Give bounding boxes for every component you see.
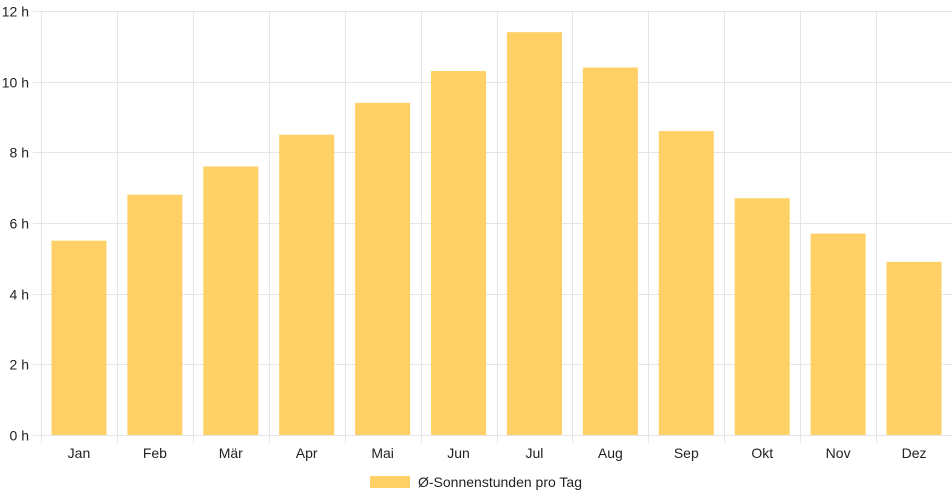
y-tick-label: 6 h [10,216,29,232]
bar-Mai [355,102,411,435]
x-tick-label: Dez [902,445,927,461]
bar-Sep [658,131,714,435]
x-tick-label: Sep [674,445,699,461]
bar-Dez [886,261,942,435]
x-tick-label: Mai [371,445,394,461]
legend: Ø-Sonnenstunden pro Tag [0,470,952,494]
grid-lines [33,11,952,443]
legend-swatch [370,476,410,488]
bar-Jan [51,240,107,435]
bar-Nov [810,233,866,435]
bar-Feb [127,194,183,435]
x-axis-ticks: Jan Feb Mär Apr Mai Jun Jul Aug Sep Okt Nov Dez [68,445,927,461]
x-tick-label: Jun [447,445,470,461]
bar-Apr [279,134,335,435]
x-tick-label: Apr [296,445,318,461]
x-tick-label: Aug [598,445,623,461]
x-tick-label: Feb [143,445,167,461]
y-tick-label: 2 h [10,357,29,373]
bar-Aug [582,67,638,436]
x-tick-label: Okt [751,445,773,461]
x-tick-label: Nov [826,445,851,461]
y-tick-label: 4 h [10,287,29,303]
bar-Mär [203,166,259,435]
x-tick-label: Jan [68,445,91,461]
bars [51,32,942,436]
sunshine-bar-chart: 0 h2 h4 h6 h8 h10 h12 h Jan Feb Mär Apr Mai J… [2,4,952,461]
bar-Jul [506,32,562,435]
bar-Okt [734,198,790,435]
y-tick-label: 8 h [10,145,29,161]
x-tick-label: Jul [526,445,544,461]
legend-label: Ø-Sonnenstunden pro Tag [418,474,582,490]
y-tick-label: 0 h [10,428,29,444]
y-axis-ticks: 0 h 2 h 4 h 6 h 8 h 10 h 12 h [2,4,29,444]
y-tick-label: 10 h [2,75,29,91]
y-tick-label: 12 h [2,4,29,20]
x-tick-label: Mär [219,445,243,461]
bar-Jun [431,71,487,436]
